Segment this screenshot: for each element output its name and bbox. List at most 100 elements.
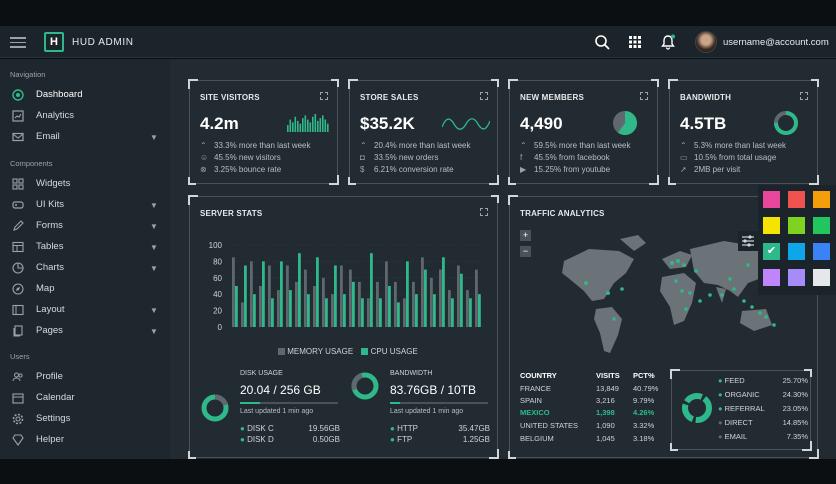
sidebar-item-calendar[interactable]: Calendar	[0, 388, 170, 408]
avatar[interactable]	[695, 31, 717, 53]
username[interactable]: username@account.com	[723, 37, 829, 48]
gear-icon	[12, 413, 24, 425]
memory-bar	[277, 290, 280, 327]
memory-bar	[241, 302, 244, 327]
sidebar-item-forms[interactable]: Forms ▼	[0, 216, 170, 236]
cpu-bar	[244, 265, 247, 327]
arrow-up-icon: ⌃	[680, 141, 687, 150]
sidebar-item-ui-kits[interactable]: UI Kits ▼	[0, 195, 170, 215]
expand-icon[interactable]	[480, 92, 488, 100]
card-title: SERVER STATS	[200, 209, 263, 218]
sidebar-item-profile[interactable]: Profile	[0, 367, 170, 387]
sidebar-item-dashboard[interactable]: Dashboard	[0, 85, 170, 105]
chevron-down-icon: ▼	[150, 133, 158, 142]
sparkline-bar	[302, 118, 304, 132]
table-cell-pct: 40.79%	[633, 384, 659, 393]
memory-bar	[439, 269, 442, 327]
cpu-bar	[352, 281, 355, 327]
sidebar-item-settings[interactable]: Settings	[0, 409, 170, 429]
theme-color-swatch[interactable]	[813, 191, 830, 208]
y-tick-label: 0	[218, 323, 223, 332]
cpu-bar	[298, 253, 301, 327]
table-cell-pct: 9.79%	[633, 396, 655, 405]
theme-settings-toggle[interactable]	[738, 231, 758, 251]
world-map[interactable]	[534, 221, 786, 359]
theme-color-swatch[interactable]	[763, 217, 780, 234]
bandwidth-progress-fill	[390, 402, 400, 404]
chevron-down-icon: ▼	[150, 264, 158, 273]
sidebar-item-helper[interactable]: Helper	[0, 430, 170, 450]
visitors-sparkline	[287, 114, 329, 132]
stat-row: ⌃ 59.5% more than last week	[520, 141, 631, 150]
theme-color-swatch[interactable]	[763, 269, 780, 286]
theme-color-swatch[interactable]	[788, 217, 805, 234]
map-zoom-out-button[interactable]: −	[520, 246, 531, 257]
pages-icon	[13, 325, 23, 337]
table-cell-visits: 1,090	[596, 421, 615, 430]
memory-bar	[412, 281, 415, 327]
sidebar-item-email[interactable]: Email ▼	[0, 127, 170, 147]
theme-color-swatch[interactable]: ✔	[763, 243, 780, 260]
sidebar-item-layout[interactable]: Layout ▼	[0, 300, 170, 320]
y-tick-label: 80	[213, 257, 222, 266]
map-zoom-in-button[interactable]: +	[520, 230, 531, 241]
memory-bar	[376, 281, 379, 327]
bandwidth-usage-label: BANDWIDTH	[390, 370, 433, 377]
sidebar-item-label: Widgets	[36, 178, 71, 189]
memory-bar	[466, 290, 469, 327]
sidebar-item-label: Pages	[36, 325, 63, 336]
stat-row: f 45.5% from facebook	[520, 153, 610, 162]
apps-grid-icon[interactable]	[627, 34, 643, 50]
server-stats-card: SERVER STATS 0 20 40 60 80 100 MEMORY USAGE C…	[188, 195, 499, 459]
expand-icon[interactable]	[800, 92, 808, 100]
chart-legend: MEMORY USAGE CPU USAGE	[278, 347, 418, 356]
y-tick-label: 40	[213, 290, 222, 299]
check-icon: ✔	[766, 245, 777, 257]
stat-row: ➚ 2MB per visit	[680, 165, 741, 174]
sidebar-item-widgets[interactable]: Widgets	[0, 174, 170, 194]
stat-row: ⊗ 3.25% bounce rate	[200, 165, 282, 174]
members-pie-chart	[613, 111, 637, 135]
cpu-bar	[478, 294, 481, 327]
user-icon: ☺	[200, 153, 209, 162]
disk-row-name: ● DISK D	[240, 435, 274, 444]
table-cell-country: SPAIN	[520, 396, 542, 405]
table-cell-visits: 1,045	[596, 434, 615, 443]
sparkline-bar	[312, 116, 314, 132]
store-sales-card: STORE SALES $35.2K ⌃ 20.4% more than last…	[348, 79, 499, 185]
theme-color-swatch[interactable]	[788, 243, 805, 260]
sparkline-bar	[292, 122, 294, 132]
sidebar-item-tables[interactable]: Tables ▼	[0, 237, 170, 257]
cpu-bar	[442, 257, 445, 327]
theme-color-swatch[interactable]	[813, 269, 830, 286]
chevron-down-icon: ▼	[150, 327, 158, 336]
notification-bell-icon[interactable]	[660, 34, 676, 50]
sidebar-item-map[interactable]: Map	[0, 279, 170, 299]
theme-color-swatch[interactable]	[788, 191, 805, 208]
bandwidth-updated: Last updated 1 min ago	[390, 408, 464, 415]
sidebar-item-label: Calendar	[36, 392, 75, 403]
memory-bar	[403, 298, 406, 327]
table-header-country: COUNTRY	[520, 371, 557, 380]
new-members-value: 4,490	[520, 114, 563, 133]
disk-progress-track	[240, 402, 338, 404]
sidebar-item-charts[interactable]: Charts ▼	[0, 258, 170, 278]
sidebar-item-pages[interactable]: Pages ▼	[0, 321, 170, 341]
theme-color-swatch[interactable]	[763, 191, 780, 208]
theme-color-swatch[interactable]	[813, 217, 830, 234]
main-content: SITE VISITORS 4.2m ⌃ 33.3% more than last…	[170, 59, 836, 459]
expand-icon[interactable]	[480, 208, 488, 216]
sidebar-item-analytics[interactable]: Analytics	[0, 106, 170, 126]
expand-icon[interactable]	[640, 92, 648, 100]
search-icon[interactable]	[594, 34, 610, 50]
hamburger-menu-icon[interactable]	[10, 37, 26, 48]
y-tick-label: 60	[213, 274, 222, 283]
stat-row: $6.21% conversion rate	[360, 165, 454, 174]
expand-icon[interactable]	[320, 92, 328, 100]
disk-progress-fill	[240, 402, 260, 404]
theme-color-swatch[interactable]	[788, 269, 805, 286]
bandwidth-card: BANDWIDTH 4.5TB ⌃ 5.3% more than last wee…	[668, 79, 819, 185]
gamepad-icon	[12, 201, 24, 209]
sidebar-section-navigation: Navigation	[10, 70, 46, 79]
theme-color-swatch[interactable]	[813, 243, 830, 260]
